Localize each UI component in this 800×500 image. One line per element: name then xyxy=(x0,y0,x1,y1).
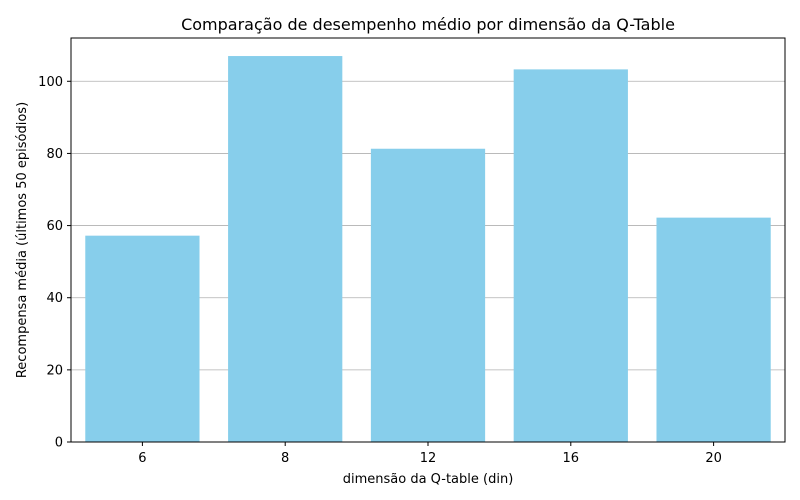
chart-title: Comparação de desempenho médio por dimen… xyxy=(181,15,675,34)
y-tick-label: 60 xyxy=(46,219,63,234)
x-axis-ticks: 6 8 12 16 20 xyxy=(138,442,722,466)
y-tick-label: 80 xyxy=(46,147,63,162)
x-tick-label: 16 xyxy=(563,451,580,466)
bar-12 xyxy=(370,148,486,442)
x-tick-label: 8 xyxy=(281,451,289,466)
y-tick-label: 20 xyxy=(46,363,63,378)
bar-6 xyxy=(85,235,200,442)
x-tick-label: 12 xyxy=(420,451,437,466)
y-tick-label: 0 xyxy=(55,436,63,451)
x-axis-label: dimensão da Q-table (din) xyxy=(343,472,514,487)
y-axis-label: Recompensa média (últimos 50 episódios) xyxy=(15,102,30,378)
x-tick-label: 6 xyxy=(138,451,146,466)
y-tick-label: 40 xyxy=(46,291,63,306)
x-tick-label: 20 xyxy=(705,451,722,466)
bar-16 xyxy=(513,69,628,442)
bars xyxy=(85,56,771,443)
y-axis-ticks: 0 20 40 60 80 100 xyxy=(38,75,71,451)
bar-8 xyxy=(228,56,343,443)
bar-20 xyxy=(656,217,771,442)
y-tick-label: 100 xyxy=(38,75,63,90)
